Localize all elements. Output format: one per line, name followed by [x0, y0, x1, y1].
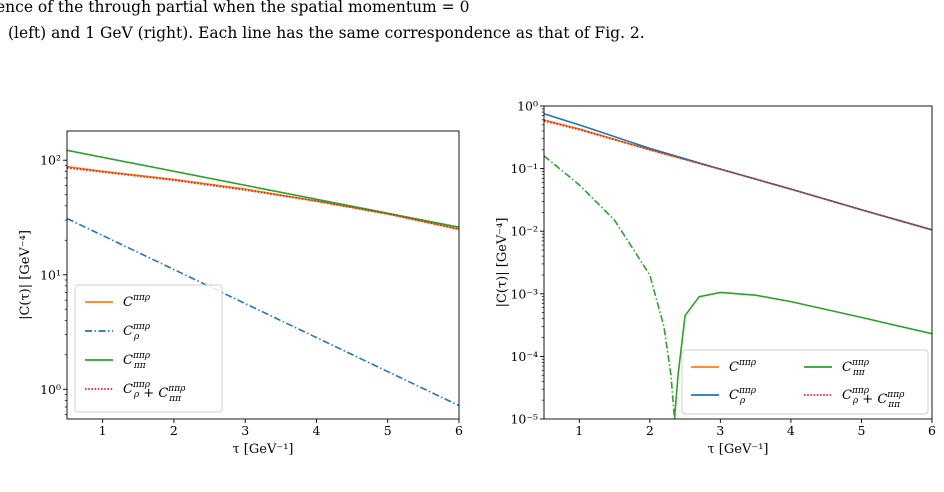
series-line-0	[67, 165, 459, 230]
series-line-3	[67, 166, 459, 231]
caption-line-2: (left) and 1 GeV (right). Each line has …	[8, 24, 645, 42]
x-tick-label: 1	[575, 423, 583, 438]
x-tick-label: 3	[716, 423, 724, 438]
y-tick-label: 10⁻³	[510, 286, 538, 301]
legend-box	[681, 349, 929, 415]
legend-label: Cππρ ρ	[729, 386, 757, 406]
legend-label: Cππρ ρ + Cππρ ππ	[842, 386, 905, 410]
plot-frame	[543, 105, 933, 420]
x-tick-label: 2	[646, 423, 654, 438]
legend-label: Cππρ ρ + Cππρ ππ	[123, 380, 186, 404]
y-tick-label: 10⁻⁵	[510, 412, 538, 427]
caption-line-1: ence of the through partial when the spa…	[0, 0, 470, 16]
x-tick-label: 2	[170, 423, 178, 438]
x-tick-label: 1	[99, 423, 107, 438]
x-axis-label: τ [GeV⁻¹]	[707, 442, 768, 457]
legend-label: Cππρ ρ	[123, 322, 151, 342]
y-tick-label: 10⁻¹	[510, 161, 538, 176]
x-tick-label: 6	[928, 423, 936, 438]
x-tick-label: 4	[312, 423, 320, 438]
y-tick-label: 10⁻²	[510, 224, 538, 239]
left-chart: 1 2 3 4 5 6 10⁰ 10¹ 10² τ [GeV⁻¹] |C(τ)| [GeV⁻⁴] Cπ…	[18, 130, 463, 457]
series-group	[544, 113, 932, 419]
legend-label: Cππρ	[729, 358, 757, 375]
x-tick-label: 5	[384, 423, 392, 438]
series-line-3	[544, 119, 932, 231]
y-tick-label: 10¹	[40, 267, 61, 282]
right-chart: 1 2 3 4 5 6 10⁰ 10⁻¹ 10⁻² 10⁻³ 10⁻⁴ 10⁻⁵ τ [GeV⁻¹] |C…	[495, 99, 936, 458]
legend-label: Cππρ	[123, 293, 151, 310]
y-tick-label: 10⁰	[517, 99, 538, 114]
series-line-2	[673, 291, 932, 419]
legend-label: Cππρ ππ	[842, 358, 870, 378]
x-tick-label: 3	[241, 423, 249, 438]
legend-label: Cππρ ππ	[123, 351, 151, 371]
series-line-1	[544, 113, 932, 231]
legend: Cππρ Cππρ ρ Cππρ ππ Cππρ ρ + Cππρ ππ	[74, 284, 223, 413]
series-line-2-dashdot	[544, 155, 676, 419]
y-tick-label: 10²	[40, 153, 61, 168]
legend: Cππρ Cππρ ρ Cππρ ππ Cππρ ρ + Cππρ ππ	[681, 349, 929, 415]
x-tick-label: 4	[787, 423, 795, 438]
x-tick-label: 5	[857, 423, 865, 438]
series-line-1	[67, 217, 459, 407]
series-group	[67, 149, 459, 407]
y-tick-label: 10⁻⁴	[510, 349, 538, 364]
y-axis-label: |C(τ)| [GeV⁻⁴]	[495, 218, 510, 308]
x-tick-label: 6	[455, 423, 463, 438]
x-axis-label: τ [GeV⁻¹]	[232, 442, 293, 457]
figure-caption: ence of the through partial when the spa…	[0, 0, 938, 46]
y-tick-label: 10⁰	[40, 382, 61, 397]
legend-box	[74, 284, 223, 413]
y-axis-label: |C(τ)| [GeV⁻⁴]	[18, 230, 33, 320]
